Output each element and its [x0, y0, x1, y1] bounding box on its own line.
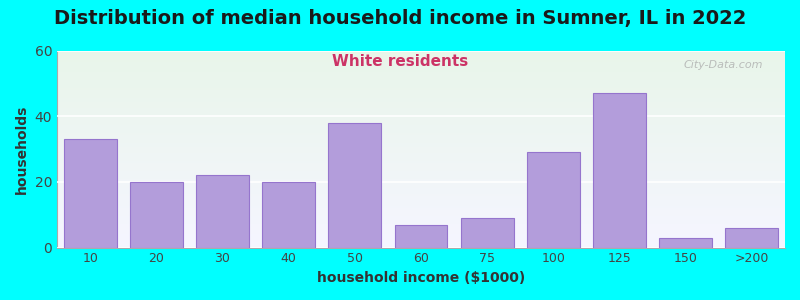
- Bar: [659, 238, 712, 248]
- Bar: [262, 182, 315, 247]
- Bar: [527, 152, 580, 248]
- Bar: [328, 123, 382, 248]
- Y-axis label: households: households: [15, 104, 29, 194]
- Bar: [461, 218, 514, 248]
- Text: City-Data.com: City-Data.com: [684, 60, 763, 70]
- Bar: [726, 228, 778, 248]
- Bar: [130, 182, 182, 247]
- Bar: [64, 139, 117, 248]
- Text: White residents: White residents: [332, 54, 468, 69]
- Bar: [196, 175, 249, 248]
- X-axis label: household income ($1000): household income ($1000): [317, 271, 525, 285]
- Text: Distribution of median household income in Sumner, IL in 2022: Distribution of median household income …: [54, 9, 746, 28]
- Bar: [394, 225, 447, 247]
- Bar: [593, 93, 646, 248]
